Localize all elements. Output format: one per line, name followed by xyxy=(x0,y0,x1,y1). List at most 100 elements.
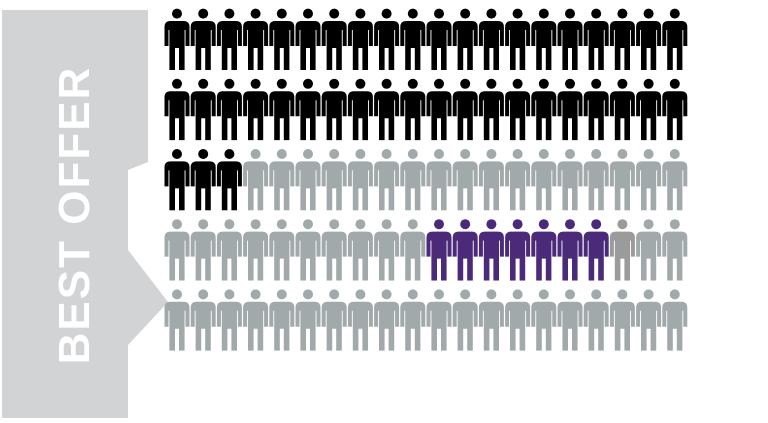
person-icon xyxy=(243,78,269,141)
person-icon xyxy=(452,8,478,70)
person-icon xyxy=(505,8,531,70)
person-icon xyxy=(216,219,242,281)
person-icon xyxy=(190,289,216,351)
person-icon xyxy=(400,8,426,70)
person-icon xyxy=(243,219,269,281)
person-icon xyxy=(557,78,583,141)
person-icon xyxy=(321,8,347,70)
person-icon xyxy=(662,8,688,70)
person-icon xyxy=(347,289,373,351)
person-icon xyxy=(478,78,504,141)
person-icon xyxy=(216,149,242,211)
person-icon xyxy=(426,149,452,211)
person-icon xyxy=(269,219,295,281)
person-icon xyxy=(583,149,609,211)
person-icon xyxy=(400,219,426,281)
person-icon xyxy=(243,149,269,211)
person-icon xyxy=(478,219,504,281)
person-icon xyxy=(583,219,609,281)
person-icon xyxy=(636,78,662,141)
person-icon xyxy=(347,8,373,70)
person-icon xyxy=(478,289,504,351)
person-icon xyxy=(531,8,557,70)
person-icon xyxy=(662,289,688,351)
person-icon xyxy=(531,149,557,211)
person-icon xyxy=(636,289,662,351)
person-icon xyxy=(400,149,426,211)
person-icon xyxy=(531,219,557,281)
person-icon xyxy=(609,8,635,70)
person-icon xyxy=(531,78,557,141)
person-icon xyxy=(321,219,347,281)
person-icon xyxy=(452,289,478,351)
person-icon xyxy=(374,8,400,70)
person-icon xyxy=(347,149,373,211)
person-icon xyxy=(295,8,321,70)
person-icon xyxy=(557,8,583,70)
person-icon xyxy=(636,8,662,70)
person-icon xyxy=(609,289,635,351)
person-icon xyxy=(269,289,295,351)
person-icon xyxy=(164,8,190,70)
person-icon xyxy=(243,289,269,351)
person-icon xyxy=(164,219,190,281)
person-icon xyxy=(426,8,452,70)
person-icon xyxy=(190,149,216,211)
person-icon xyxy=(190,78,216,141)
person-icon xyxy=(321,78,347,141)
person-icon xyxy=(531,289,557,351)
person-icon xyxy=(636,219,662,281)
person-icon xyxy=(583,78,609,141)
person-icon xyxy=(295,149,321,211)
person-icon xyxy=(662,219,688,281)
banner-shape xyxy=(2,10,168,418)
person-icon xyxy=(505,219,531,281)
person-icon xyxy=(426,78,452,141)
person-icon xyxy=(164,149,190,211)
person-icon xyxy=(609,78,635,141)
person-icon xyxy=(557,289,583,351)
person-icon xyxy=(557,149,583,211)
person-icon xyxy=(190,219,216,281)
person-icon xyxy=(216,78,242,141)
person-icon xyxy=(347,219,373,281)
person-icon xyxy=(190,8,216,70)
person-icon xyxy=(295,78,321,141)
person-icon xyxy=(452,219,478,281)
person-icon xyxy=(321,289,347,351)
person-icon xyxy=(478,149,504,211)
person-icon xyxy=(557,219,583,281)
person-icon xyxy=(636,149,662,211)
person-icons xyxy=(164,8,688,351)
person-icon xyxy=(426,219,452,281)
person-icon xyxy=(321,149,347,211)
person-icon xyxy=(400,289,426,351)
person-icon xyxy=(374,219,400,281)
person-icon xyxy=(662,78,688,141)
person-icon xyxy=(295,219,321,281)
person-icon xyxy=(269,78,295,141)
person-icon xyxy=(243,8,269,70)
person-icon xyxy=(609,149,635,211)
person-icon xyxy=(374,78,400,141)
person-icon xyxy=(505,149,531,211)
person-icon xyxy=(269,149,295,211)
person-icon xyxy=(295,289,321,351)
person-icon xyxy=(164,289,190,351)
person-icon xyxy=(400,78,426,141)
person-icon xyxy=(374,149,400,211)
person-icon xyxy=(426,289,452,351)
person-icon xyxy=(505,78,531,141)
person-icon xyxy=(583,289,609,351)
person-icon xyxy=(609,219,635,281)
person-icon xyxy=(662,149,688,211)
person-icon xyxy=(269,8,295,70)
person-icon xyxy=(164,78,190,141)
person-icon xyxy=(347,78,373,141)
person-icon xyxy=(452,78,478,141)
person-icon xyxy=(452,149,478,211)
person-icon xyxy=(505,289,531,351)
person-icon xyxy=(374,289,400,351)
